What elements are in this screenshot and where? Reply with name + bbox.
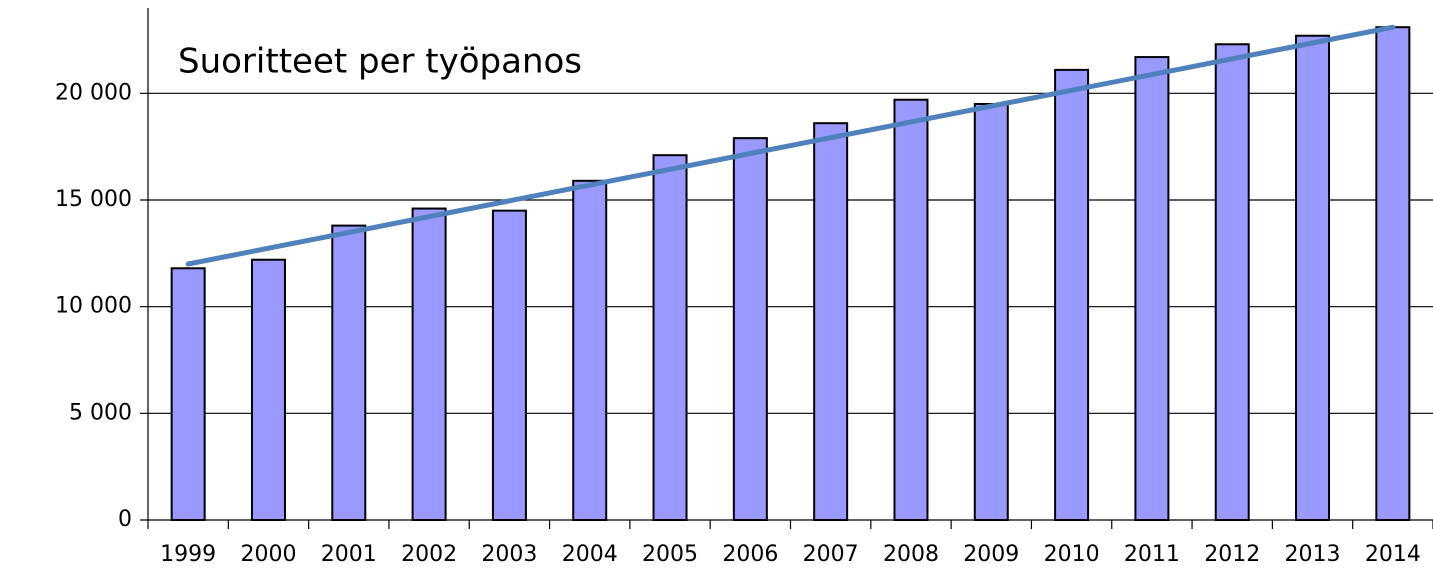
bar [652, 154, 688, 521]
x-tick-label: 2002 [401, 542, 457, 567]
x-tick-label: 2010 [1044, 542, 1100, 567]
x-tick-label: 1999 [160, 542, 216, 567]
bar [1214, 43, 1250, 522]
bar [170, 267, 206, 521]
bar [1295, 34, 1331, 521]
x-tick-label: 2003 [481, 542, 537, 567]
y-tick-label: 10 000 [55, 294, 132, 319]
chart-title: Suoritteet per työpanos [178, 42, 582, 82]
bar [491, 209, 527, 522]
bar [732, 137, 768, 521]
y-tick-label: 0 [118, 507, 132, 532]
x-tick-label: 2011 [1124, 542, 1180, 567]
bar [1054, 68, 1090, 521]
y-tick-label: 5 000 [69, 400, 132, 425]
y-tick-label: 20 000 [55, 80, 132, 105]
bar [973, 103, 1009, 521]
x-tick-label: 2004 [562, 542, 618, 567]
x-tick-label: 2001 [321, 542, 377, 567]
x-tick-label: 2008 [883, 542, 939, 567]
trend-line [185, 24, 1396, 267]
x-tick-label: 2006 [722, 542, 778, 567]
bar [331, 224, 367, 521]
x-tick-label: 2007 [803, 542, 859, 567]
bar [250, 258, 286, 521]
bar [1134, 56, 1170, 521]
bar [1375, 26, 1411, 521]
x-tick-label: 2012 [1204, 542, 1260, 567]
bar [813, 122, 849, 521]
x-tick-label: 2009 [963, 542, 1019, 567]
x-tick-label: 2000 [240, 542, 296, 567]
y-tick-label: 15 000 [55, 187, 132, 212]
x-tick-label: 2014 [1365, 542, 1421, 567]
x-tick-label: 2013 [1285, 542, 1341, 567]
x-tick-label: 2005 [642, 542, 698, 567]
bar [572, 179, 608, 522]
bar [893, 98, 929, 521]
bar [411, 207, 447, 522]
